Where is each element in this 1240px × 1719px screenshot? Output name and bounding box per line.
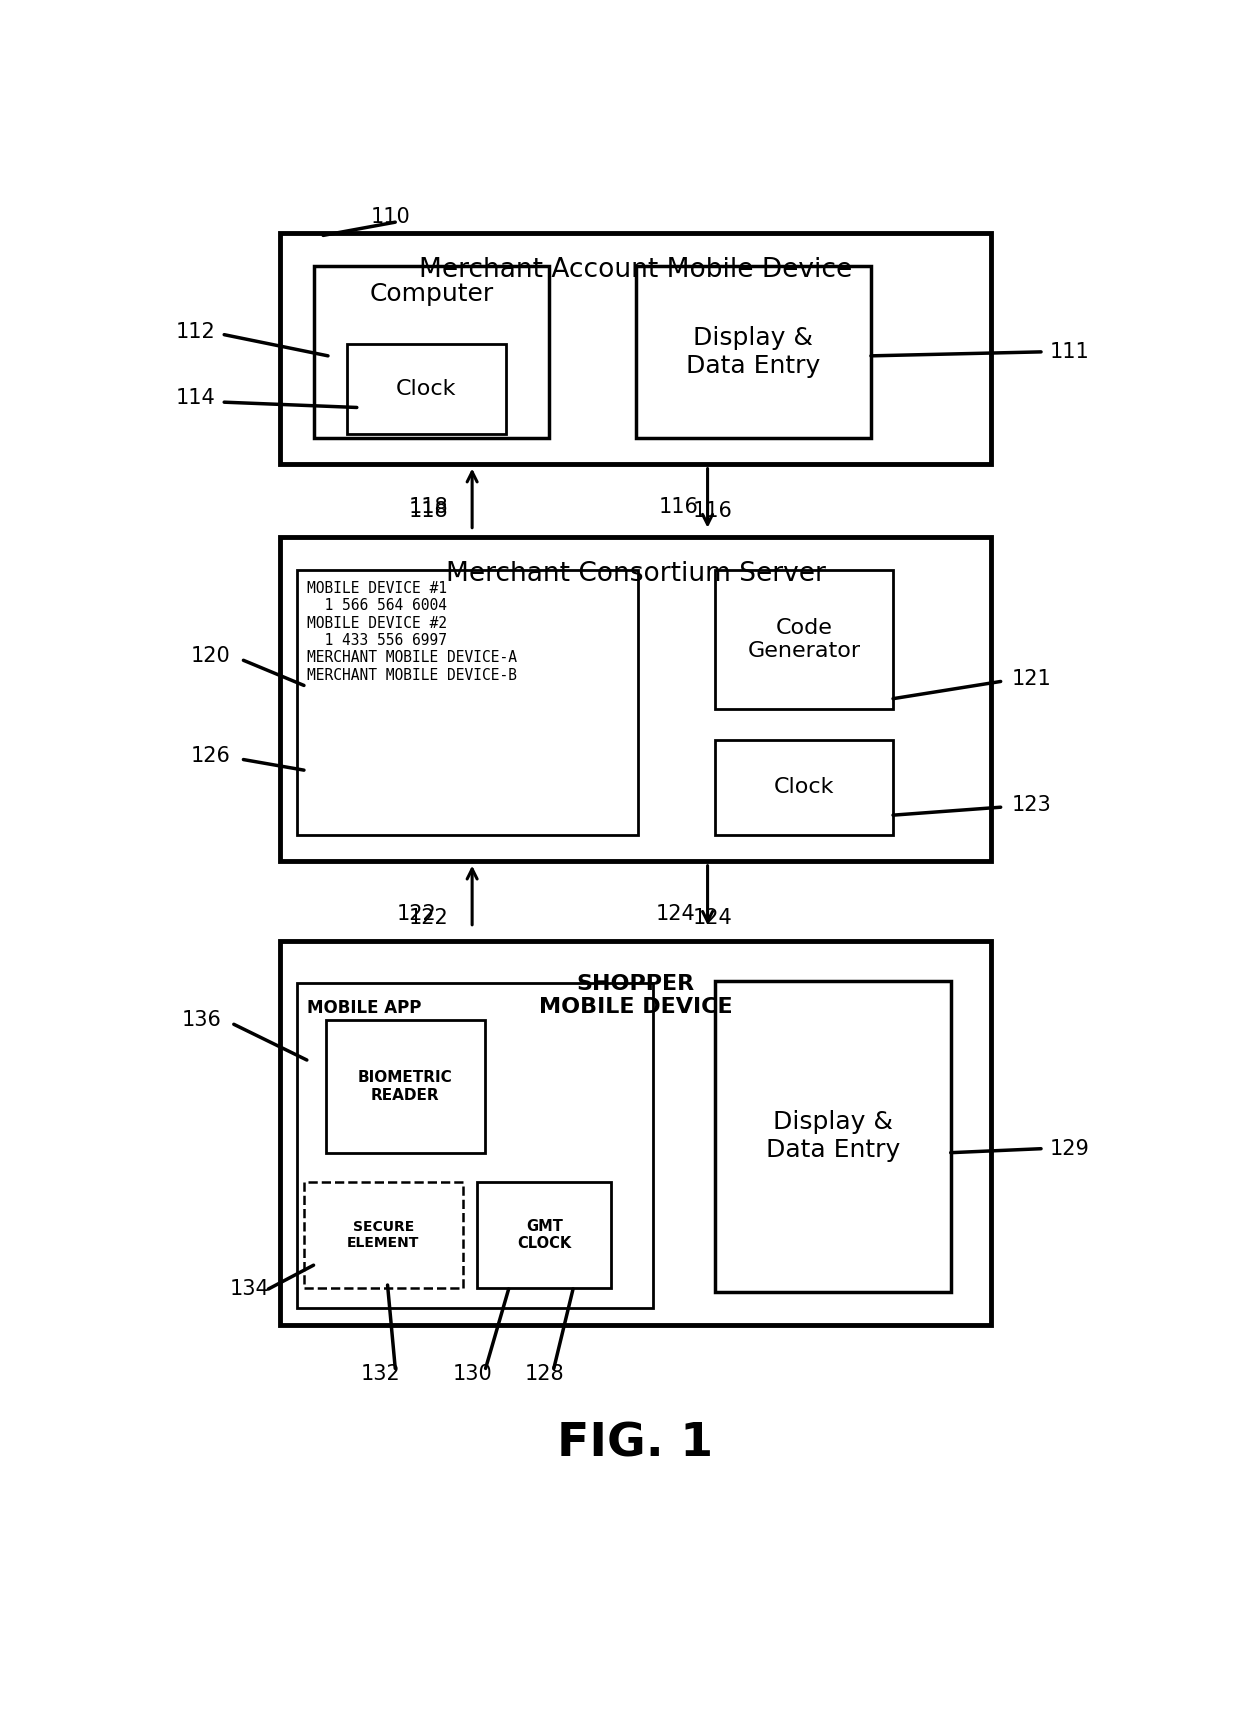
Text: SHOPPER
MOBILE DEVICE: SHOPPER MOBILE DEVICE [538,975,733,1018]
Text: 116: 116 [693,500,733,521]
FancyBboxPatch shape [280,232,991,464]
Text: MOBILE APP: MOBILE APP [306,999,422,1018]
Text: 126: 126 [191,746,231,765]
Text: 112: 112 [176,321,216,342]
Text: GMT
CLOCK: GMT CLOCK [517,1219,572,1251]
Text: Display &
Data Entry: Display & Data Entry [686,327,821,378]
Text: 122: 122 [397,904,436,925]
Text: 121: 121 [1012,669,1052,689]
Text: 124: 124 [693,908,733,928]
Text: 120: 120 [191,646,231,667]
Text: Merchant Account Mobile Device: Merchant Account Mobile Device [419,256,852,282]
FancyBboxPatch shape [715,739,893,835]
Text: 124: 124 [656,904,696,925]
Text: Clock: Clock [774,777,835,798]
FancyBboxPatch shape [304,1181,463,1288]
FancyBboxPatch shape [280,940,991,1325]
Text: Code
Generator: Code Generator [748,619,861,662]
Text: Display &
Data Entry: Display & Data Entry [766,1110,900,1162]
Text: MOBILE DEVICE #1
  1 566 564 6004
MOBILE DEVICE #2
  1 433 556 6997
MERCHANT MOB: MOBILE DEVICE #1 1 566 564 6004 MOBILE D… [306,581,517,682]
Text: 118: 118 [409,497,449,517]
FancyBboxPatch shape [326,1021,485,1153]
Text: Merchant Consortium Server: Merchant Consortium Server [445,560,826,586]
FancyBboxPatch shape [347,344,506,433]
Text: 118: 118 [408,500,448,521]
Text: 114: 114 [176,388,216,407]
Text: 123: 123 [1012,794,1052,815]
Text: 136: 136 [181,1011,221,1030]
FancyBboxPatch shape [477,1181,611,1288]
Text: Clock: Clock [397,378,456,399]
Text: 130: 130 [453,1363,492,1384]
FancyBboxPatch shape [715,571,893,710]
Text: BIOMETRIC
READER: BIOMETRIC READER [358,1071,453,1102]
Text: 122: 122 [408,908,448,928]
FancyBboxPatch shape [298,983,652,1308]
Text: FIG. 1: FIG. 1 [558,1422,713,1466]
Text: 134: 134 [229,1279,269,1300]
FancyBboxPatch shape [314,266,549,438]
FancyBboxPatch shape [280,536,991,861]
FancyBboxPatch shape [715,980,951,1291]
Text: 132: 132 [361,1363,401,1384]
Text: 128: 128 [525,1363,564,1384]
FancyBboxPatch shape [298,571,639,835]
FancyBboxPatch shape [635,266,870,438]
Text: 111: 111 [1050,342,1090,363]
Text: 116: 116 [658,497,698,517]
Text: 110: 110 [371,206,410,227]
Text: 129: 129 [1050,1138,1090,1159]
Text: SECURE
ELEMENT: SECURE ELEMENT [347,1220,419,1250]
Text: Computer: Computer [370,282,494,306]
